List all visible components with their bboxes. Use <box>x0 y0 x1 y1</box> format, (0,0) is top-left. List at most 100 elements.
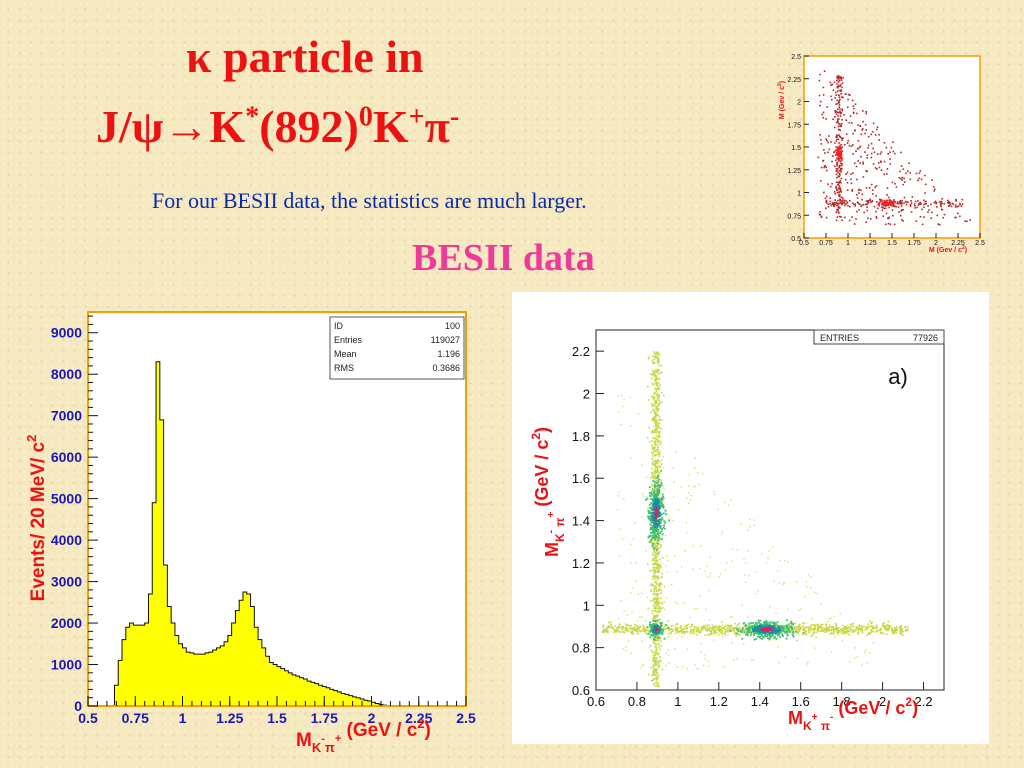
dalitz-point <box>667 654 670 657</box>
small-point <box>899 170 901 173</box>
dalitz-point <box>693 625 696 628</box>
dalitz-point <box>655 522 658 525</box>
dalitz-point <box>658 353 661 356</box>
dalitz-point <box>630 457 632 459</box>
dalitz-point <box>658 455 660 458</box>
dalitz-point <box>765 629 768 632</box>
dalitz-point <box>647 633 650 635</box>
dalitz-point <box>652 659 655 662</box>
small-point <box>871 130 874 133</box>
dalitz-point <box>751 658 753 661</box>
entries-value: 77926 <box>913 333 938 343</box>
dalitz-point <box>653 522 656 525</box>
dalitz-point <box>658 584 661 586</box>
dalitz-point <box>656 616 658 618</box>
dalitz-point <box>647 630 650 632</box>
dalitz-point <box>653 683 655 686</box>
dalitz-point <box>710 627 713 629</box>
dalitz-point <box>639 626 642 628</box>
small-point <box>838 84 840 87</box>
dalitz-point <box>659 435 661 438</box>
small-point <box>891 202 894 204</box>
dalitz-point <box>709 572 712 574</box>
dalitz-point <box>787 608 789 611</box>
dalitz-point <box>727 625 730 627</box>
small-point <box>844 143 846 146</box>
dalitz-point <box>883 625 886 628</box>
dalitz-point <box>657 356 660 359</box>
dalitz-point <box>657 607 660 610</box>
small-point <box>867 147 869 149</box>
small-xtick-label: 1.25 <box>863 240 877 247</box>
dalitz-point <box>654 620 657 623</box>
dalitz-point <box>659 384 661 386</box>
dalitz-point <box>885 625 887 628</box>
dalitz-point <box>660 469 662 472</box>
dalitz-point <box>657 681 660 683</box>
dalitz-point <box>668 662 670 665</box>
small-point <box>911 196 914 198</box>
dalitz-point <box>807 626 809 628</box>
dalitz-point <box>652 425 655 427</box>
dalitz-point <box>730 560 733 562</box>
dalitz-point <box>651 360 654 362</box>
dalitz-point <box>894 630 897 633</box>
small-point <box>955 216 957 219</box>
dalitz-point <box>658 418 660 421</box>
small-point <box>839 129 842 132</box>
title-part-k: K <box>372 101 409 152</box>
small-point <box>880 206 883 208</box>
dalitz-point <box>867 627 869 630</box>
small-xlabel: M (Gev / c2) <box>929 245 967 254</box>
dalitz-point <box>867 623 870 626</box>
dalitz-point <box>653 616 655 618</box>
small-point <box>856 210 858 213</box>
small-point <box>840 191 843 193</box>
dalitz-point <box>819 625 822 627</box>
small-point <box>883 173 885 176</box>
small-point <box>858 192 860 194</box>
dalitz-point <box>661 459 663 461</box>
small-point <box>954 206 957 208</box>
dalitz-point <box>655 438 658 440</box>
dalitz-point <box>824 628 827 631</box>
small-point <box>857 189 860 192</box>
dalitz-point <box>755 629 758 632</box>
small-point <box>837 94 840 97</box>
small-point <box>887 204 890 207</box>
dalitz-point <box>629 396 631 399</box>
dalitz-point <box>649 584 652 587</box>
dalitz-point <box>654 578 657 580</box>
dalitz-point <box>859 628 862 630</box>
small-point <box>940 204 942 206</box>
small-point <box>878 133 880 136</box>
small-point <box>839 189 842 192</box>
dalitz-point <box>806 586 808 588</box>
small-point <box>900 210 903 212</box>
small-point <box>839 198 841 201</box>
small-point <box>839 162 842 165</box>
small-point <box>836 208 838 211</box>
small-point <box>836 111 839 113</box>
small-point <box>841 197 844 200</box>
dalitz-point <box>854 630 856 632</box>
dalitz-point <box>614 625 617 628</box>
dalitz-point <box>650 649 653 652</box>
small-point <box>901 203 903 205</box>
small-point <box>839 152 842 154</box>
dalitz-point <box>657 465 660 467</box>
small-point <box>892 214 894 217</box>
dalitz-point <box>841 627 844 630</box>
dalitz-point <box>662 532 665 535</box>
dalitz-point <box>655 356 658 359</box>
dalitz-point <box>829 626 831 628</box>
dalitz-point <box>785 619 788 622</box>
dalitz-point <box>757 632 760 635</box>
dalitz-point <box>688 473 691 476</box>
dalitz-point <box>798 629 801 632</box>
small-point <box>889 158 891 160</box>
dalitz-point <box>720 632 723 634</box>
small-point <box>859 162 861 164</box>
small-point <box>854 205 856 207</box>
small-point <box>839 201 842 204</box>
